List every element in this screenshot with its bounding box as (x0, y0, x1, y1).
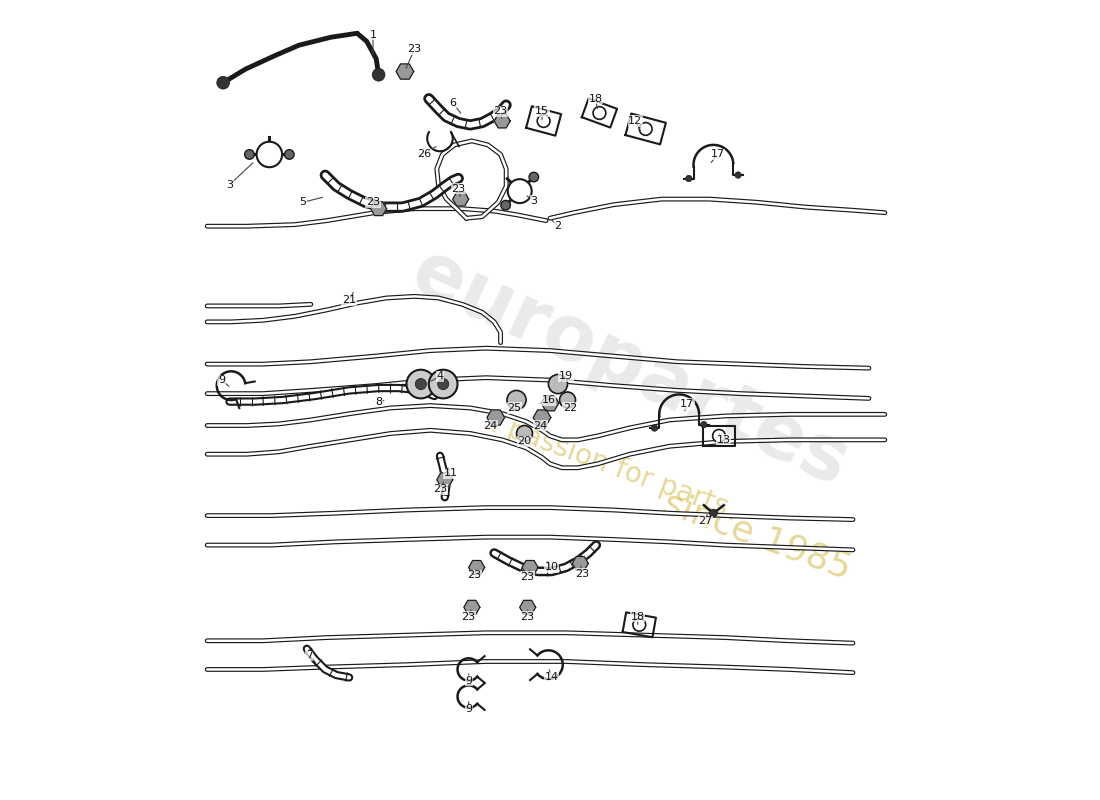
Text: 20: 20 (517, 437, 531, 446)
Circle shape (416, 378, 427, 390)
Text: 13: 13 (717, 435, 730, 445)
Text: 23: 23 (433, 484, 447, 494)
Text: 14: 14 (544, 673, 559, 682)
Polygon shape (494, 114, 510, 128)
Circle shape (713, 430, 725, 442)
Text: 23: 23 (520, 612, 535, 622)
Text: 25: 25 (507, 403, 521, 413)
Text: 24: 24 (483, 421, 497, 430)
Polygon shape (469, 561, 485, 574)
Text: 8: 8 (375, 397, 382, 406)
Polygon shape (541, 395, 559, 410)
Polygon shape (437, 473, 453, 486)
Text: europartes: europartes (399, 234, 860, 502)
Circle shape (735, 172, 741, 178)
Polygon shape (464, 600, 480, 614)
Polygon shape (453, 192, 469, 206)
Text: 9: 9 (465, 676, 472, 686)
Text: 23: 23 (494, 106, 507, 117)
Circle shape (372, 68, 385, 81)
Text: 21: 21 (342, 295, 356, 306)
Circle shape (710, 510, 717, 517)
Circle shape (529, 172, 539, 182)
Text: 23: 23 (451, 184, 465, 194)
Circle shape (593, 106, 606, 119)
Text: 12: 12 (628, 116, 642, 126)
Text: 6: 6 (449, 98, 456, 108)
Circle shape (701, 422, 707, 428)
Text: 23: 23 (520, 572, 535, 582)
Polygon shape (522, 561, 538, 574)
Text: 23: 23 (366, 198, 381, 207)
Text: 11: 11 (443, 468, 458, 478)
Circle shape (632, 618, 646, 631)
Circle shape (429, 370, 458, 398)
Circle shape (685, 175, 692, 182)
Text: 23: 23 (575, 569, 589, 578)
Text: 17: 17 (680, 399, 694, 409)
Text: 3: 3 (530, 196, 538, 206)
Text: 18: 18 (630, 612, 645, 622)
Text: 23: 23 (468, 570, 482, 580)
Circle shape (517, 426, 532, 442)
Text: 19: 19 (559, 371, 573, 381)
Circle shape (560, 392, 575, 408)
Text: 26: 26 (417, 150, 431, 159)
Circle shape (651, 425, 658, 431)
Text: 27: 27 (698, 516, 713, 526)
Polygon shape (396, 64, 414, 79)
Text: 16: 16 (541, 395, 556, 405)
Circle shape (549, 374, 568, 394)
Circle shape (500, 201, 510, 210)
Polygon shape (572, 557, 588, 570)
Circle shape (537, 114, 550, 127)
Text: 18: 18 (588, 94, 603, 104)
Circle shape (217, 76, 230, 89)
Polygon shape (534, 410, 551, 425)
Polygon shape (519, 600, 536, 614)
Text: 2: 2 (554, 222, 561, 231)
Text: 17: 17 (711, 150, 725, 159)
Text: 23: 23 (407, 44, 421, 54)
Circle shape (285, 150, 294, 159)
Text: 9: 9 (465, 704, 472, 714)
Circle shape (438, 378, 449, 390)
Text: 15: 15 (535, 106, 549, 117)
Circle shape (507, 390, 526, 410)
Circle shape (508, 179, 531, 203)
Text: a passion for parts: a passion for parts (480, 406, 733, 522)
Text: 24: 24 (534, 421, 548, 430)
Text: 5: 5 (299, 198, 307, 207)
Circle shape (244, 150, 254, 159)
Text: 4: 4 (437, 371, 443, 381)
Text: 9: 9 (218, 375, 226, 385)
Text: 22: 22 (563, 403, 578, 413)
Circle shape (639, 122, 652, 135)
Text: 7: 7 (306, 650, 312, 660)
Polygon shape (487, 410, 505, 425)
Text: since 1985: since 1985 (659, 486, 856, 586)
Text: 23: 23 (462, 612, 475, 622)
Text: 10: 10 (544, 562, 559, 573)
Text: 1: 1 (370, 30, 376, 40)
Text: 3: 3 (226, 180, 233, 190)
Circle shape (407, 370, 436, 398)
Polygon shape (371, 202, 386, 215)
Circle shape (256, 142, 282, 167)
